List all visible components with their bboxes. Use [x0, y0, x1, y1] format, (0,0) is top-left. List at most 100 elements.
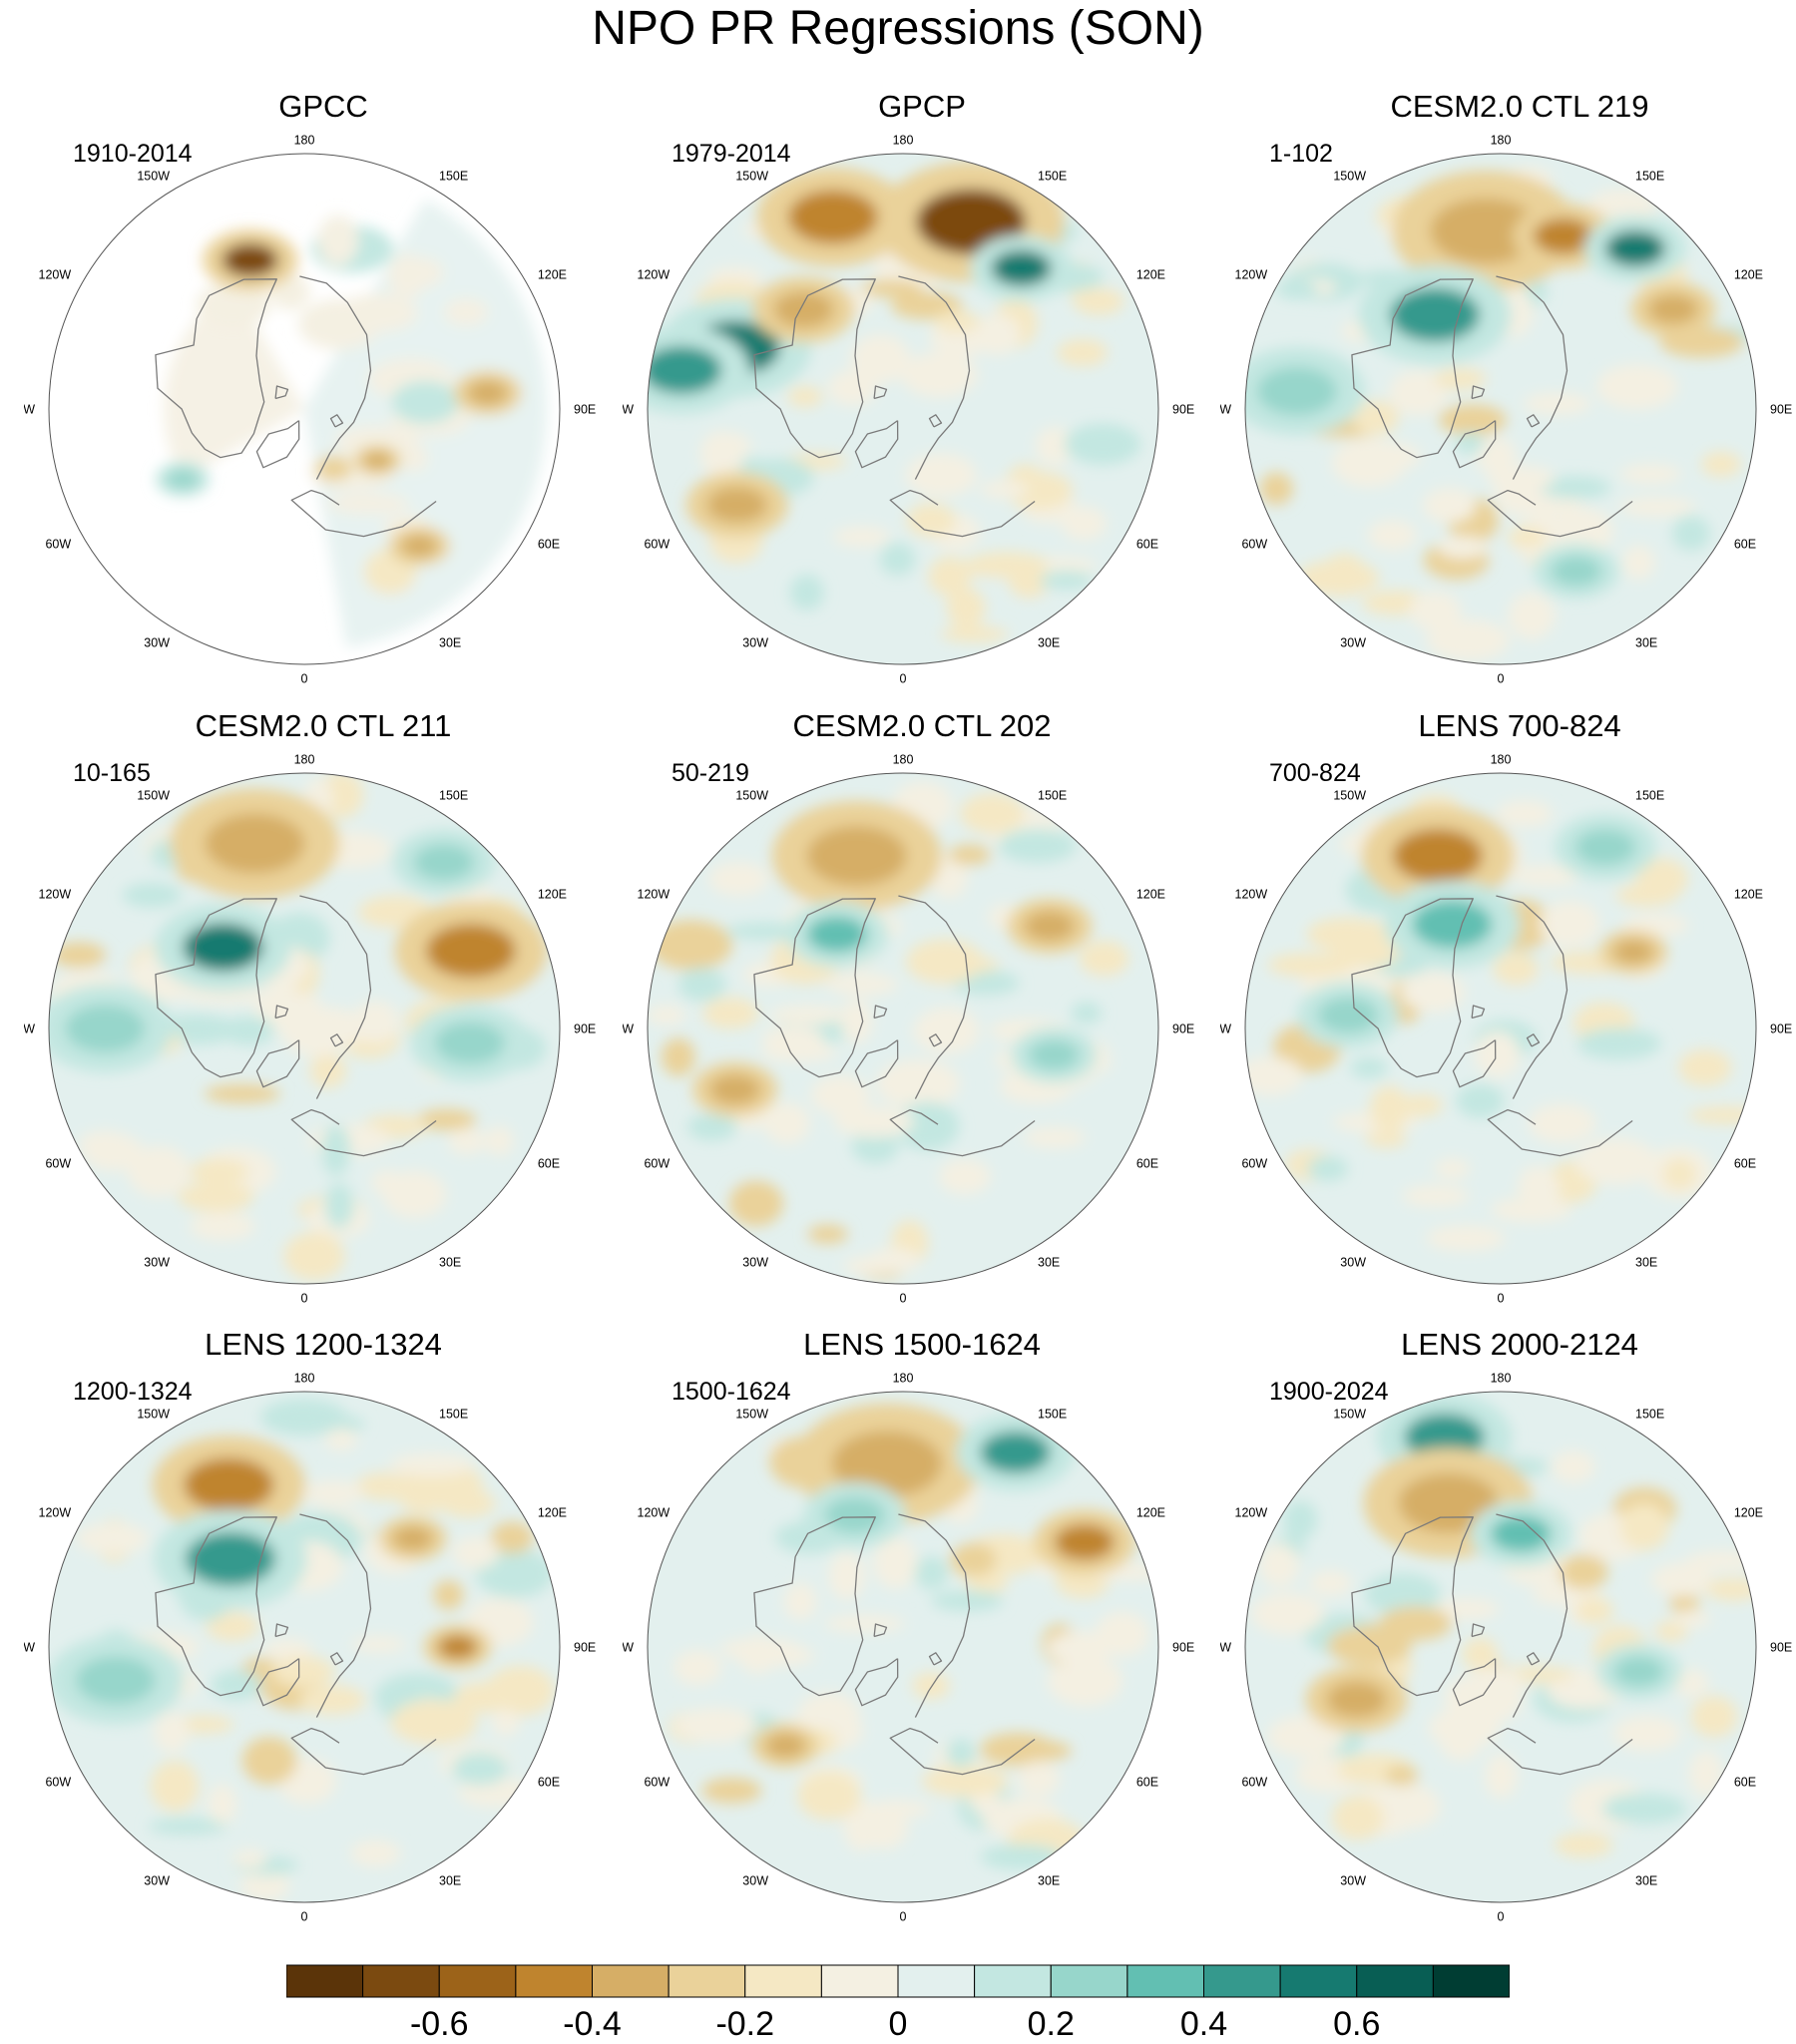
anomaly-core	[1534, 217, 1594, 254]
anomaly-patch	[1364, 1573, 1441, 1616]
colorbar-swatch	[744, 1964, 822, 1998]
anomaly-patch	[1576, 1027, 1661, 1060]
colorbar-swatch	[592, 1964, 670, 1998]
anomaly-patch	[1474, 1030, 1521, 1078]
anomaly-patch	[204, 1083, 281, 1104]
anomaly-patch	[259, 1399, 347, 1435]
anomaly-patch	[391, 381, 459, 424]
longitude-label: 180	[1491, 753, 1512, 767]
longitude-label: 60E	[538, 538, 560, 552]
anomaly-patch	[1669, 1590, 1699, 1616]
anomaly-patch	[283, 1231, 345, 1281]
anomaly-core	[787, 190, 878, 244]
longitude-label: 120W	[638, 888, 671, 902]
map-boundary	[48, 1391, 561, 1903]
anomaly-patch	[1575, 1597, 1613, 1625]
panel-title: LENS 1500-1624	[803, 1327, 1041, 1362]
anomaly-patch	[687, 1113, 737, 1141]
coastline	[155, 1516, 277, 1697]
anomaly-patch	[1433, 1598, 1500, 1620]
anomaly-patch	[939, 625, 1009, 642]
coastline	[928, 414, 943, 428]
panel-title: CESM2.0 CTL 211	[195, 708, 452, 743]
longitude-label: 120W	[638, 268, 671, 282]
anomaly-patch	[443, 298, 489, 326]
anomaly-patch	[127, 1146, 191, 1197]
coastline	[898, 275, 971, 480]
panel-title: LENS 2000-2124	[1401, 1327, 1638, 1362]
anomaly-patch	[122, 882, 182, 908]
anomaly-patch	[702, 997, 759, 1029]
anomaly-patch	[1512, 598, 1550, 641]
anomaly-patch	[797, 1771, 861, 1821]
longitude-label: 120E	[538, 1506, 567, 1520]
longitude-label: 180	[294, 134, 315, 148]
longitude-label: 150W	[735, 170, 768, 184]
coastline	[1471, 1005, 1486, 1020]
anomaly-patch	[317, 214, 359, 266]
anomaly-core	[1491, 1515, 1552, 1552]
anomaly-patch	[1523, 392, 1592, 415]
map-boundary	[1244, 1391, 1757, 1903]
coastline	[873, 1623, 888, 1638]
anomaly-core	[1326, 1681, 1387, 1718]
anomaly-patch	[1073, 287, 1124, 316]
anomaly-patch	[182, 987, 266, 1005]
anomaly-patch	[807, 1224, 849, 1244]
coastline	[873, 385, 888, 400]
coastline	[299, 895, 372, 1099]
anomaly-patch	[1494, 481, 1534, 507]
anomaly-patch	[1456, 1083, 1505, 1118]
longitude-label: 90W	[623, 403, 634, 417]
coastline	[255, 420, 300, 469]
map-panel: 180 150E 120E 90E 60E 30E 0 30W 60W 90W 120W 150W CE…	[623, 708, 1221, 1333]
anomaly-core	[1389, 287, 1480, 342]
panel-period: 1500-1624	[669, 1377, 794, 1407]
longitude-label: 180	[1491, 1372, 1512, 1386]
coastline	[329, 1652, 344, 1666]
anomaly-patch	[148, 1818, 228, 1836]
anomaly-patch	[1554, 1832, 1613, 1858]
anomaly-patch	[189, 1158, 249, 1185]
anomaly-core	[806, 825, 907, 886]
anomaly-patch	[850, 334, 910, 384]
coastline	[290, 1108, 437, 1157]
coastline	[1487, 1727, 1633, 1776]
anomaly-patch	[1331, 438, 1407, 488]
anomaly-patch	[280, 1007, 367, 1049]
colorbar-label: 0.4	[1179, 2005, 1228, 2043]
coastline	[753, 1516, 876, 1697]
anomaly-patch	[1079, 941, 1129, 977]
anomaly-core	[824, 1496, 885, 1533]
coastline	[889, 1108, 1036, 1157]
anomaly-patch	[783, 1582, 817, 1621]
anomaly-core	[184, 1457, 274, 1512]
anomaly-patch	[382, 1170, 447, 1219]
anomaly-patch	[1369, 1085, 1410, 1132]
anomaly-patch	[178, 1181, 254, 1212]
anomaly-patch	[879, 542, 916, 576]
anomaly-patch	[485, 1665, 555, 1716]
coastline	[898, 1513, 971, 1718]
anomaly-patch	[1259, 472, 1293, 506]
anomaly-patch	[263, 1638, 313, 1661]
longitude-label: 150E	[1038, 170, 1067, 184]
anomaly-core	[1551, 556, 1601, 587]
panel-period: 1910-2014	[70, 139, 196, 169]
anomaly-patch	[1047, 1655, 1122, 1707]
anomaly-patch	[1267, 952, 1355, 978]
longitude-label: 150E	[439, 1408, 468, 1422]
anomaly-patch	[840, 998, 873, 1044]
anomaly-patch	[302, 1480, 365, 1506]
anomaly-core	[980, 1431, 1051, 1473]
anomaly-patch	[82, 1133, 144, 1171]
panel-period: 10-165	[70, 758, 154, 788]
longitude-label: 150W	[137, 789, 170, 803]
anomaly-patch	[1662, 1158, 1697, 1190]
longitude-label: 60W	[1241, 1776, 1267, 1790]
coastline	[299, 275, 372, 480]
anomaly-patch	[1539, 476, 1611, 500]
map-boundary	[1244, 153, 1757, 665]
colorbar-label: -0.6	[409, 2005, 469, 2043]
map-panel: 180 150E 120E 90E 60E 30E 0 30W 60W 90W 120W 150W LE…	[623, 1327, 1221, 1951]
